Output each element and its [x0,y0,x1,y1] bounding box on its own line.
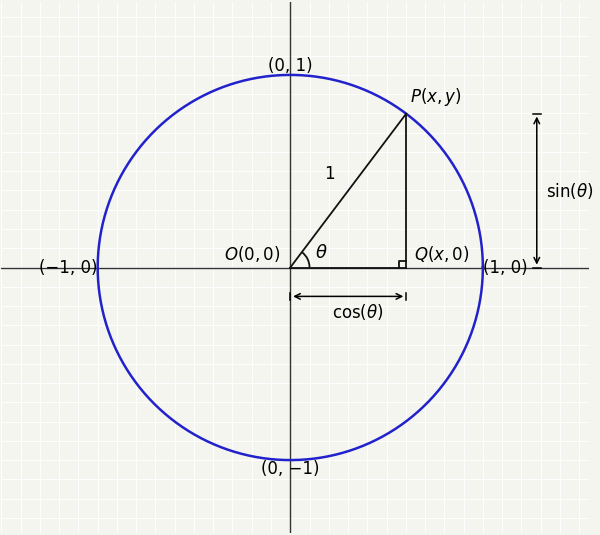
Text: $Q(x,0)$: $Q(x,0)$ [414,243,469,264]
Text: $\sin(\theta)$: $\sin(\theta)$ [547,181,594,201]
Text: (0, 1): (0, 1) [268,57,313,75]
Text: (1, 0): (1, 0) [483,258,527,277]
Text: (0, −1): (0, −1) [261,460,320,478]
Text: $P(x,y)$: $P(x,y)$ [410,86,462,108]
Text: $1$: $1$ [323,165,335,183]
Text: $O(0,0)$: $O(0,0)$ [224,243,281,264]
Text: $\theta$: $\theta$ [316,244,328,262]
Text: (−1, 0): (−1, 0) [39,258,98,277]
Text: $\cos(\theta)$: $\cos(\theta)$ [332,302,384,322]
